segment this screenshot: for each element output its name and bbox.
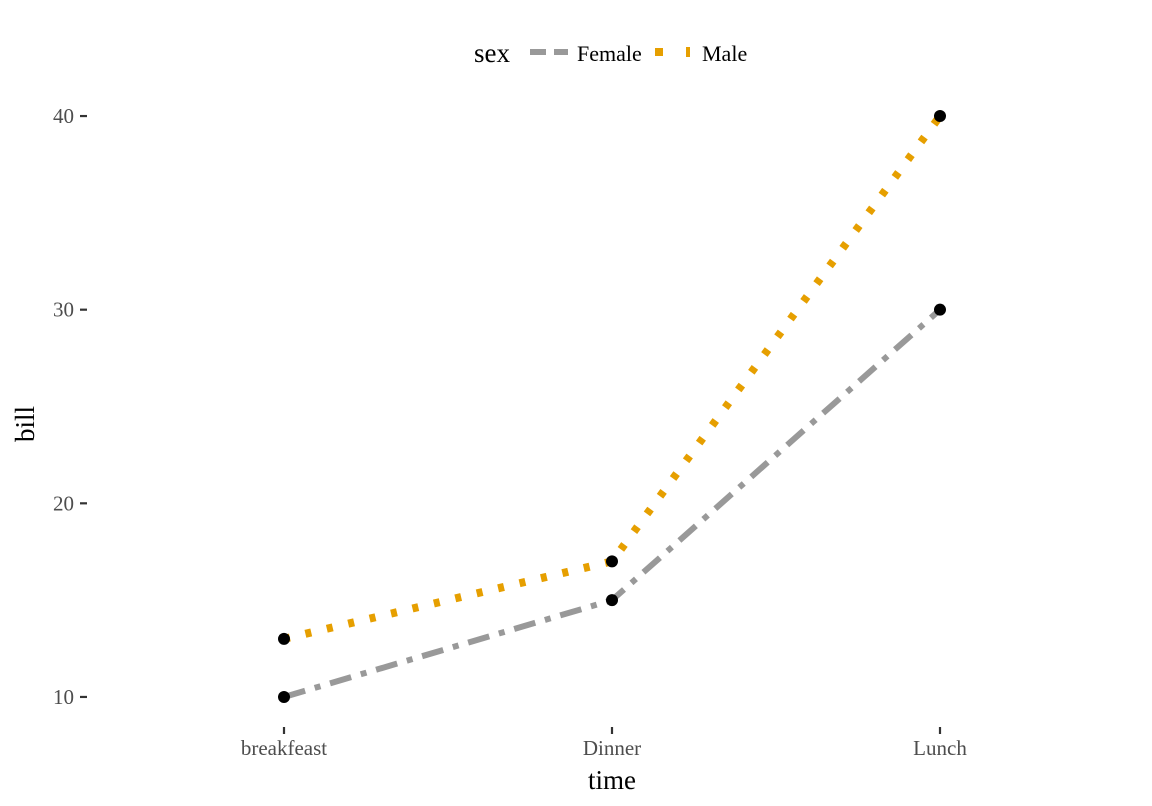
- y-tick-label: 40: [53, 104, 74, 128]
- points-layer: [278, 110, 946, 703]
- series-line-male: [283, 113, 944, 643]
- x-axis-title: time: [588, 765, 636, 795]
- y-axis: 10 20 30 40: [53, 104, 87, 709]
- legend: sex Female Male: [474, 38, 747, 68]
- data-point-female: [278, 690, 290, 703]
- legend-item-male: Male: [655, 41, 747, 66]
- x-tick-label: Lunch: [913, 736, 967, 760]
- x-axis: breakfeast Dinner Lunch: [241, 727, 967, 760]
- series-line-female: [283, 307, 942, 700]
- legend-key: [655, 48, 663, 56]
- y-tick-label: 20: [53, 491, 74, 515]
- legend-item-female: Female: [530, 41, 642, 66]
- plot-area: [283, 113, 944, 700]
- legend-label: Male: [702, 41, 747, 66]
- legend-label: Female: [577, 41, 642, 66]
- y-tick-label: 10: [53, 685, 74, 709]
- x-tick-label: Dinner: [583, 736, 641, 760]
- x-tick-label: breakfeast: [241, 736, 327, 760]
- data-point-female: [934, 303, 946, 316]
- data-point-male: [278, 632, 290, 645]
- y-tick-label: 30: [53, 298, 74, 322]
- data-point-female: [606, 594, 618, 607]
- legend-title: sex: [474, 38, 510, 68]
- legend-key: [686, 47, 690, 57]
- data-point-male: [934, 110, 946, 123]
- data-point-male: [606, 555, 618, 568]
- y-axis-title: bill: [10, 406, 40, 442]
